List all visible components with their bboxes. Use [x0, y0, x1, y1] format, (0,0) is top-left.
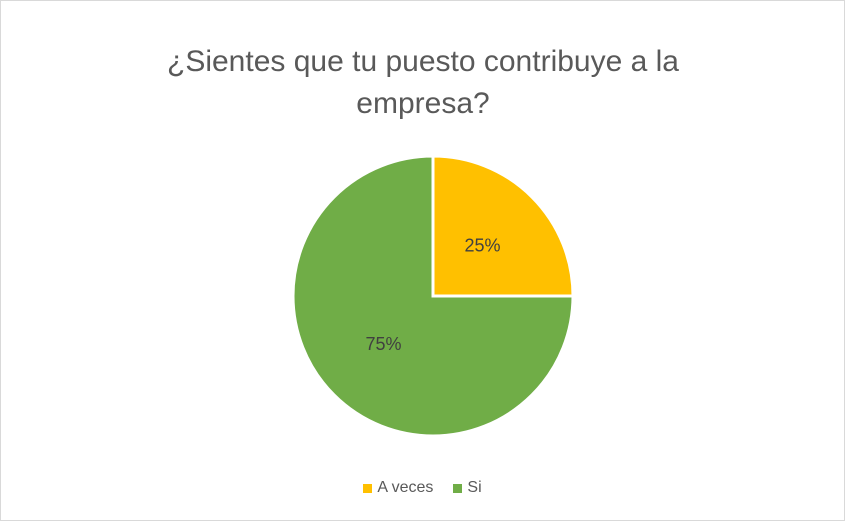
legend-label: Si: [467, 479, 482, 496]
chart-title: ¿Sientes que tu puesto contribuye a la e…: [167, 45, 679, 120]
pie-slice: [431, 154, 575, 298]
data-label: 75%: [365, 334, 401, 354]
legend-swatch: [363, 483, 373, 493]
legend-swatch: [453, 483, 463, 493]
legend: A veces Si: [1, 479, 844, 497]
legend-item: Si: [453, 479, 482, 497]
legend-label: A veces: [377, 479, 434, 496]
data-label: 25%: [464, 235, 500, 255]
pie-slice: [291, 154, 575, 438]
legend-item: A veces: [363, 479, 433, 497]
